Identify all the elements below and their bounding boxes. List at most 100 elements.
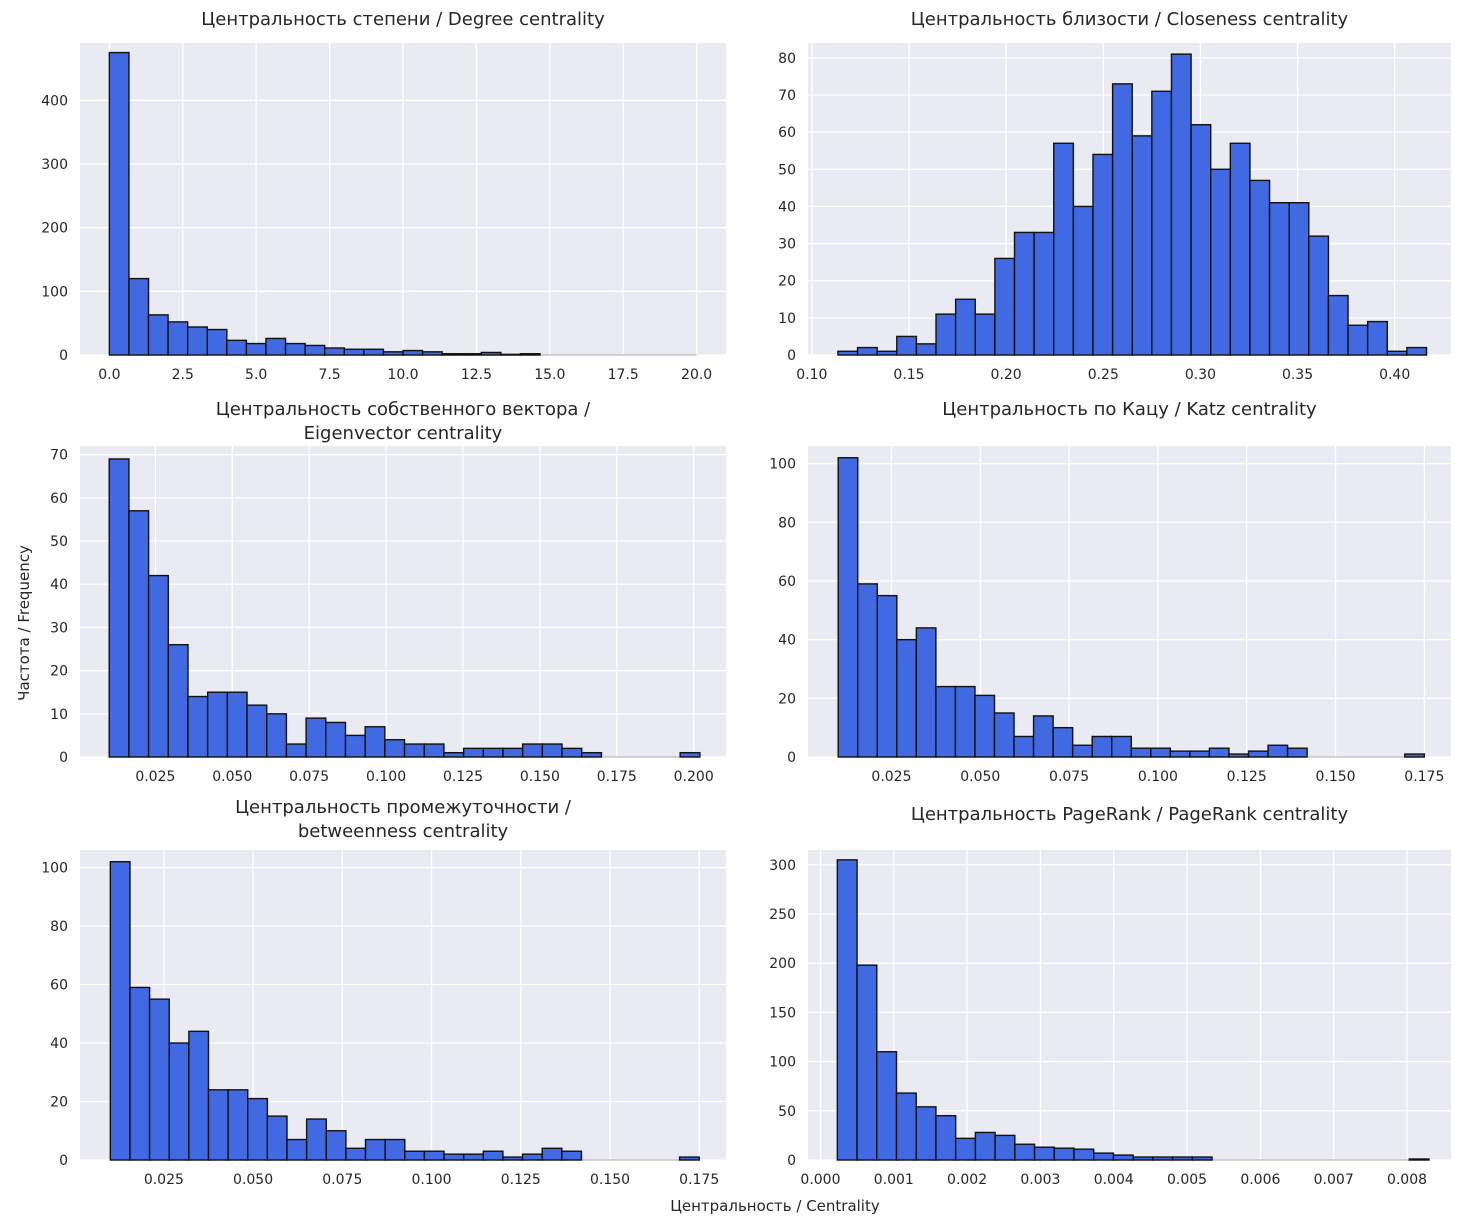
x-tick-label: 17.5 bbox=[608, 367, 639, 383]
histogram-bar bbox=[441, 353, 463, 356]
histogram-bar bbox=[1267, 744, 1289, 758]
histogram-bar bbox=[1071, 744, 1093, 758]
y-tick-label: 40 bbox=[50, 1036, 68, 1052]
histogram-bar bbox=[423, 1150, 445, 1161]
histogram-bar bbox=[1247, 750, 1269, 758]
x-tick-label: 0.175 bbox=[679, 1172, 719, 1188]
histogram-bar bbox=[461, 353, 483, 356]
histogram-bar bbox=[1072, 205, 1094, 356]
histogram-bar bbox=[167, 643, 189, 758]
histogram-bar bbox=[1150, 747, 1172, 758]
y-tick-label: 60 bbox=[50, 978, 68, 994]
histogram-bar bbox=[364, 726, 386, 758]
y-tick-label: 80 bbox=[778, 51, 796, 67]
y-tick-label: 50 bbox=[778, 1104, 796, 1120]
x-tick-label: 0.30 bbox=[1185, 367, 1216, 383]
histogram-bar bbox=[247, 1097, 269, 1161]
y-tick-label: 20 bbox=[50, 664, 68, 680]
histogram-bar bbox=[1152, 1156, 1174, 1161]
x-tick-label: 0.008 bbox=[1387, 1172, 1427, 1188]
histogram-bar bbox=[502, 747, 524, 758]
x-tick-label: 20.0 bbox=[681, 367, 712, 383]
y-tick-label: 100 bbox=[41, 861, 68, 877]
histogram-bar bbox=[1112, 1154, 1134, 1161]
histogram-bar bbox=[1013, 735, 1035, 758]
histogram-bar bbox=[1111, 735, 1132, 758]
histogram-bar bbox=[147, 314, 169, 356]
histogram-bar bbox=[974, 1131, 996, 1161]
x-tick-label: 0.075 bbox=[1049, 769, 1089, 785]
x-tick-label: 0.100 bbox=[412, 1172, 452, 1188]
x-tick-label: 0.200 bbox=[674, 769, 714, 785]
histogram-bar bbox=[482, 1150, 504, 1161]
y-tick-label: 0 bbox=[59, 750, 68, 766]
histogram-bar bbox=[265, 337, 287, 356]
histogram-bar bbox=[1032, 715, 1054, 758]
x-tick-label: 7.5 bbox=[318, 367, 340, 383]
histogram-bar bbox=[1092, 153, 1114, 356]
histogram-bar bbox=[226, 691, 248, 758]
x-tick-label: 0.100 bbox=[366, 769, 406, 785]
histogram-bar bbox=[421, 351, 443, 356]
histogram-bar bbox=[402, 349, 424, 356]
histogram-bar bbox=[521, 743, 544, 758]
histogram-bar bbox=[1189, 750, 1211, 758]
histogram-panel-5: 0.025 0.050 0.075 0.100 0.125 0.150 0.175 0 20 40… bbox=[41, 797, 726, 1188]
histogram-bar bbox=[1013, 231, 1035, 356]
histogram-bar bbox=[1229, 142, 1251, 356]
y-tick-label: 30 bbox=[50, 620, 68, 636]
panel-title: betweenness centrality bbox=[298, 821, 509, 842]
x-tick-label: 0.125 bbox=[1227, 769, 1267, 785]
histogram-bar bbox=[1190, 124, 1212, 356]
histogram-bar bbox=[1404, 753, 1426, 758]
histogram-bar bbox=[286, 1138, 308, 1161]
histogram-bar bbox=[206, 328, 228, 356]
histogram-bar bbox=[876, 350, 898, 356]
histogram-bar bbox=[324, 347, 345, 356]
x-tick-label: 0.35 bbox=[1282, 367, 1313, 383]
histogram-bar bbox=[974, 313, 996, 356]
histogram-panel-4: 0.025 0.050 0.075 0.100 0.125 0.150 0.175 0 20 40… bbox=[769, 399, 1451, 785]
x-tick-label: 0.001 bbox=[874, 1172, 914, 1188]
histogram-bar bbox=[1053, 1147, 1075, 1161]
histogram-bar bbox=[462, 747, 484, 758]
histogram-bar bbox=[836, 859, 858, 1161]
y-tick-label: 40 bbox=[50, 577, 68, 593]
histogram-bar bbox=[343, 348, 365, 356]
histogram-bar bbox=[1052, 726, 1074, 758]
y-tick-label: 40 bbox=[778, 633, 796, 649]
figure-xlabel: Центральность / Centrality bbox=[670, 1197, 880, 1215]
y-tick-label: 150 bbox=[769, 1005, 796, 1021]
y-tick-label: 70 bbox=[778, 88, 796, 104]
histogram-bar bbox=[561, 1150, 583, 1161]
y-tick-label: 100 bbox=[41, 284, 68, 300]
histogram-bar bbox=[541, 743, 563, 758]
x-tick-label: 0.050 bbox=[233, 1172, 273, 1188]
histogram-bar bbox=[519, 353, 541, 356]
histogram-bar bbox=[1131, 135, 1153, 356]
histogram-bar bbox=[443, 751, 465, 758]
histogram-bar bbox=[679, 751, 701, 758]
panel-title: Центральность промежуточности / bbox=[235, 797, 572, 818]
histogram-bar bbox=[128, 277, 150, 356]
histogram-bar bbox=[305, 1118, 327, 1161]
x-tick-label: 0.0 bbox=[98, 367, 120, 383]
histogram-bar bbox=[404, 1150, 426, 1161]
histogram-panel-2: 0.10 0.15 0.20 0.25 0.30 0.35 0.40 0 10 20 30 40 50 6… bbox=[778, 9, 1451, 383]
panel-title: Eigenvector centrality bbox=[304, 423, 503, 444]
x-tick-label: 15.0 bbox=[534, 367, 565, 383]
histogram-bar bbox=[364, 1138, 386, 1161]
histogram-bar bbox=[837, 457, 859, 758]
histogram-bar bbox=[1208, 747, 1230, 758]
x-tick-label: 10.0 bbox=[387, 367, 418, 383]
x-tick-label: 0.125 bbox=[443, 769, 483, 785]
y-tick-label: 70 bbox=[50, 448, 68, 464]
histogram-bar bbox=[1327, 294, 1349, 356]
x-tick-label: 5.0 bbox=[245, 367, 267, 383]
histogram-bar bbox=[186, 326, 208, 356]
histogram-bar bbox=[915, 343, 937, 356]
y-tick-label: 60 bbox=[778, 125, 796, 141]
histogram-bar bbox=[895, 1092, 917, 1161]
histogram-bar bbox=[246, 704, 268, 758]
x-tick-label: 0.004 bbox=[1094, 1172, 1134, 1188]
